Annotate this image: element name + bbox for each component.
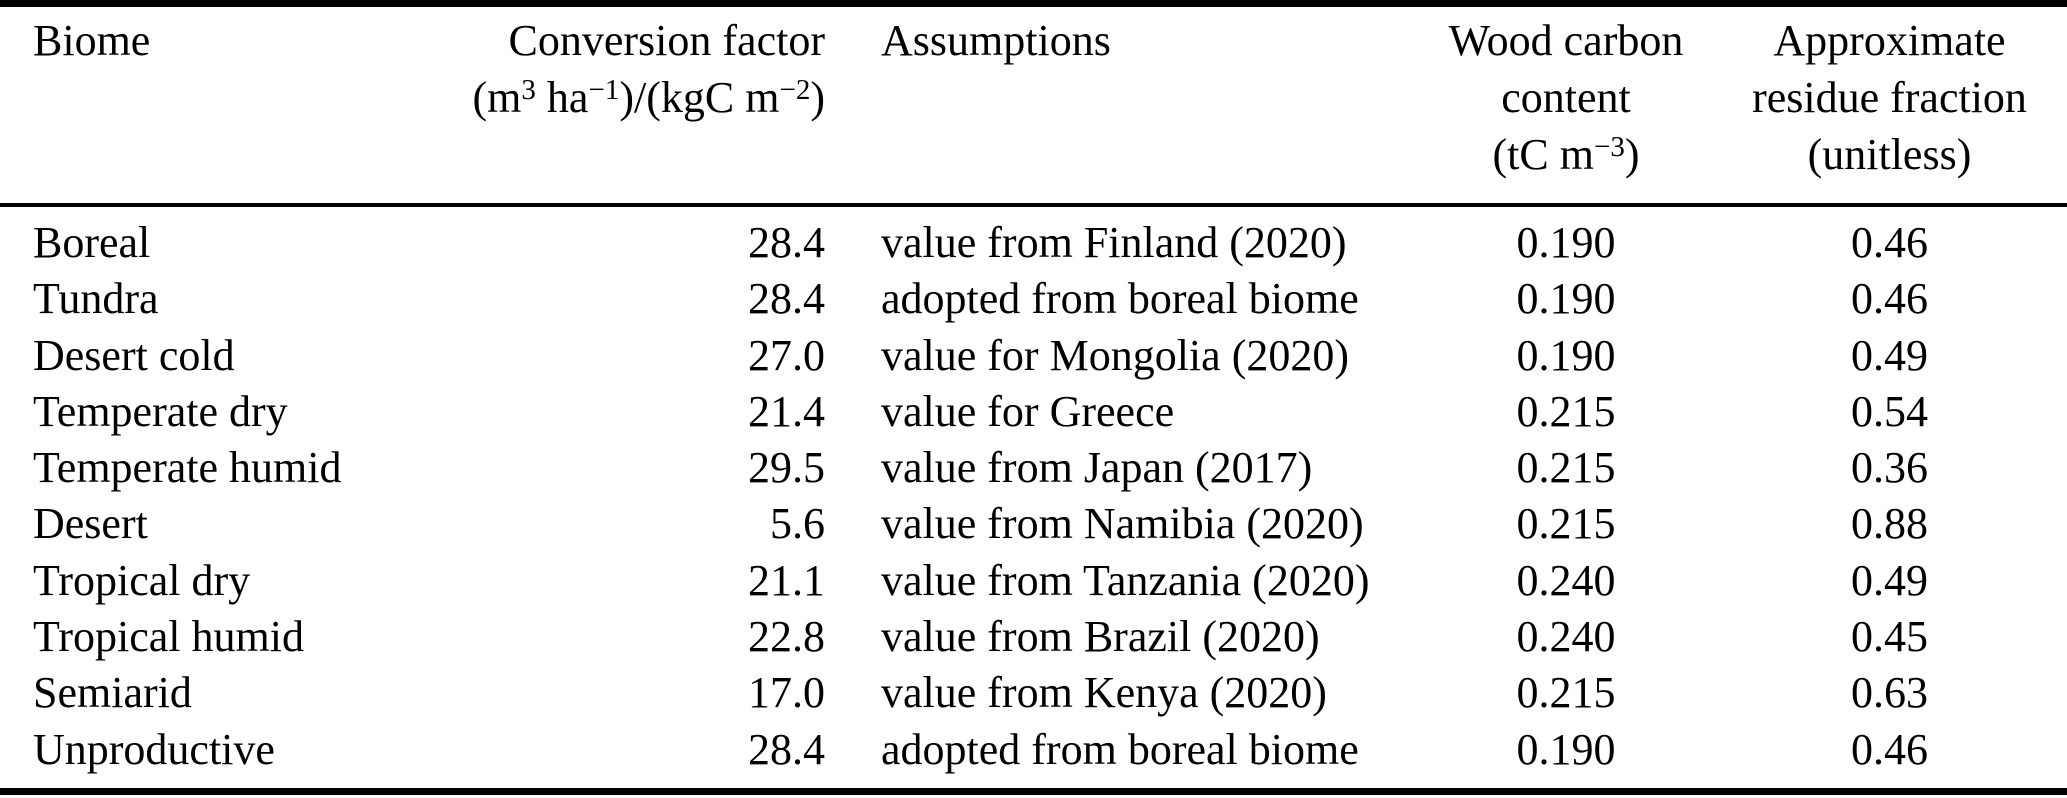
table-row: Boreal 28.4 value from Finland (2020) 0.190… (0, 215, 2067, 271)
header-text: Wood carbon (1448, 16, 1684, 65)
header-text: (tC m (1492, 130, 1594, 179)
table-row: Desert 5.6 value from Namibia (2020) 0.215 0… (0, 496, 2067, 552)
column-header-residue-fraction: Approximate residue fraction (unitless) (1712, 12, 2067, 183)
header-text: Biome (33, 16, 151, 65)
table-cell-residue-fraction: 0.88 (1851, 499, 1928, 549)
table-cell-biome: Desert (33, 499, 148, 549)
header-text: ) (1624, 130, 1640, 179)
table-header-rule (0, 203, 2067, 207)
table-cell-assumptions: value from Kenya (2020) (881, 668, 1327, 718)
table-cell-wood-carbon-content: 0.215 (1516, 668, 1616, 718)
table-cell-conversion-factor: 28.4 (748, 218, 825, 267)
header-text: (unitless) (1807, 130, 1972, 179)
column-header-biome: Biome (0, 12, 390, 69)
table-cell-conversion-factor: 21.1 (748, 555, 825, 605)
header-text: Assumptions (881, 16, 1111, 65)
table-cell-assumptions: adopted from boreal biome (881, 274, 1359, 324)
table-bottom-rule (0, 787, 2067, 795)
column-header-assumptions: Assumptions (825, 12, 1420, 69)
table-cell-wood-carbon-content: 0.240 (1516, 555, 1616, 605)
table-cell-biome: Temperate dry (33, 386, 288, 436)
column-header-conversion-factor: Conversion factor (m3 ha−1)/(kgC m−2) (390, 12, 825, 126)
table-cell-biome: Unproductive (33, 724, 275, 774)
header-text: residue fraction (1752, 73, 2027, 122)
table-cell-residue-fraction: 0.54 (1851, 386, 1928, 436)
table-cell-assumptions: adopted from boreal biome (881, 724, 1359, 774)
table-cell-wood-carbon-content: 0.190 (1516, 274, 1616, 324)
table-cell-conversion-factor: 28.4 (748, 274, 825, 324)
table-cell-wood-carbon-content: 0.190 (1516, 218, 1616, 267)
table-row: Unproductive 28.4 adopted from boreal biom… (0, 722, 2067, 778)
table-cell-assumptions: value from Namibia (2020) (881, 499, 1364, 549)
header-line: Biome (33, 12, 390, 69)
table-cell-wood-carbon-content: 0.215 (1516, 443, 1616, 493)
header-line: (tC m−3) (1420, 126, 1712, 183)
table-cell-assumptions: value from Japan (2017) (881, 443, 1313, 493)
header-text: (m (472, 73, 522, 122)
header-line: (unitless) (1712, 126, 2067, 183)
superscript-unit: −1 (588, 73, 620, 106)
table-cell-conversion-factor: 27.0 (748, 330, 825, 380)
header-text: Approximate (1773, 16, 2006, 65)
table-cell-residue-fraction: 0.46 (1851, 218, 1928, 267)
table-cell-wood-carbon-content: 0.190 (1516, 724, 1616, 774)
superscript-unit: 3 (521, 73, 536, 106)
header-line: Conversion factor (390, 12, 825, 69)
header-line: Assumptions (881, 12, 1420, 69)
table-cell-assumptions: value from Brazil (2020) (881, 612, 1320, 662)
table-cell-biome: Semiarid (33, 668, 192, 718)
table-cell-assumptions: value for Mongolia (2020) (881, 330, 1349, 380)
table-row: Tropical dry 21.1 value from Tanzania (202… (0, 553, 2067, 609)
header-text: ) (810, 73, 825, 122)
table-row: Tundra 28.4 adopted from boreal biome 0.190… (0, 271, 2067, 327)
header-line: Wood carbon (1420, 12, 1712, 69)
header-line: content (1420, 69, 1712, 126)
superscript-unit: −2 (779, 73, 811, 106)
header-line: Approximate (1712, 12, 2067, 69)
table-cell-biome: Temperate humid (33, 443, 342, 493)
table-cell-conversion-factor: 17.0 (748, 668, 825, 718)
column-header-wood-carbon-content: Wood carbon content (tC m−3) (1420, 12, 1712, 183)
header-text: Conversion factor (508, 16, 825, 65)
header-text: content (1501, 73, 1631, 122)
table-cell-assumptions: value from Tanzania (2020) (881, 555, 1370, 605)
table-row: Temperate humid 29.5 value from Japan (201… (0, 440, 2067, 496)
table-row: Semiarid 17.0 value from Kenya (2020) 0.215… (0, 665, 2067, 721)
table-cell-wood-carbon-content: 0.215 (1516, 499, 1616, 549)
table-row: Tropical humid 22.8 value from Brazil (202… (0, 609, 2067, 665)
table-cell-residue-fraction: 0.36 (1851, 443, 1928, 493)
table-cell-conversion-factor: 22.8 (748, 612, 825, 662)
table-cell-wood-carbon-content: 0.215 (1516, 386, 1616, 436)
table-body: Boreal 28.4 value from Finland (2020) 0.190… (0, 207, 2067, 788)
table-cell-biome: Tundra (33, 274, 159, 324)
table-cell-residue-fraction: 0.49 (1851, 330, 1928, 380)
table-cell-biome: Desert cold (33, 330, 235, 380)
table-cell-conversion-factor: 28.4 (748, 724, 825, 774)
table-cell-residue-fraction: 0.63 (1851, 668, 1928, 718)
superscript-unit: −3 (1593, 130, 1625, 163)
table-cell-residue-fraction: 0.46 (1851, 724, 1928, 774)
header-line: (m3 ha−1)/(kgC m−2) (390, 69, 825, 126)
table-cell-assumptions: value for Greece (881, 386, 1175, 436)
table-cell-residue-fraction: 0.46 (1851, 274, 1928, 324)
header-line: residue fraction (1712, 69, 2067, 126)
table-row: Desert cold 27.0 value for Mongolia (2020)… (0, 328, 2067, 384)
table-cell-biome: Tropical humid (33, 612, 304, 662)
table-cell-biome: Boreal (33, 218, 151, 267)
table-header-row: Biome Conversion factor (m3 ha−1)/(kgC m−2… (0, 7, 2067, 203)
header-text: ha (535, 73, 589, 122)
table-cell-wood-carbon-content: 0.190 (1516, 330, 1616, 380)
table-cell-conversion-factor: 21.4 (748, 386, 825, 436)
table-cell-biome: Tropical dry (33, 555, 251, 605)
table-cell-wood-carbon-content: 0.240 (1516, 612, 1616, 662)
table-cell-assumptions: value from Finland (2020) (881, 218, 1347, 267)
table-cell-residue-fraction: 0.45 (1851, 612, 1928, 662)
table-cell-conversion-factor: 5.6 (770, 499, 825, 549)
header-text: )/(kgC m (619, 73, 780, 122)
table-cell-conversion-factor: 29.5 (748, 443, 825, 493)
table-row: Temperate dry 21.4 value for Greece 0.215 0.… (0, 384, 2067, 440)
table-cell-residue-fraction: 0.49 (1851, 555, 1928, 605)
table-top-rule (0, 0, 2067, 7)
